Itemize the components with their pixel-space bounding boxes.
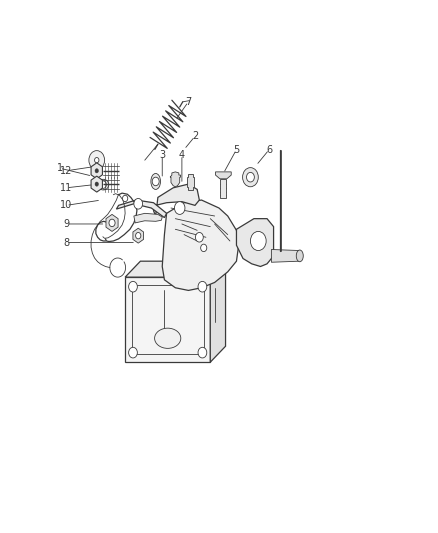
Polygon shape [91, 176, 102, 192]
Polygon shape [210, 261, 226, 362]
Polygon shape [106, 214, 118, 231]
Ellipse shape [151, 173, 160, 189]
Circle shape [195, 232, 203, 242]
Polygon shape [91, 163, 102, 179]
Polygon shape [215, 172, 231, 179]
Circle shape [95, 182, 99, 186]
Circle shape [174, 201, 185, 214]
Ellipse shape [155, 328, 181, 349]
Polygon shape [125, 277, 210, 362]
Circle shape [129, 281, 138, 292]
Polygon shape [272, 249, 300, 262]
Circle shape [247, 172, 254, 182]
Circle shape [89, 151, 105, 169]
Text: 10: 10 [60, 200, 72, 211]
Polygon shape [125, 261, 226, 277]
Circle shape [95, 158, 99, 163]
Text: 9: 9 [63, 219, 69, 229]
Circle shape [109, 219, 115, 227]
Text: 3: 3 [159, 150, 165, 160]
Circle shape [198, 281, 207, 292]
Circle shape [136, 232, 141, 239]
Polygon shape [237, 219, 274, 266]
Text: 2: 2 [192, 131, 198, 141]
Polygon shape [170, 172, 180, 187]
Circle shape [123, 195, 128, 201]
Circle shape [95, 168, 99, 173]
Polygon shape [220, 179, 226, 198]
Polygon shape [187, 174, 194, 190]
Polygon shape [134, 213, 162, 223]
Polygon shape [162, 200, 239, 290]
Polygon shape [133, 228, 144, 243]
Text: 6: 6 [266, 144, 272, 155]
Text: 7: 7 [185, 96, 191, 107]
Circle shape [152, 177, 159, 185]
Circle shape [201, 244, 207, 252]
Text: 1: 1 [57, 163, 63, 173]
Circle shape [243, 167, 258, 187]
Text: 4: 4 [179, 150, 185, 160]
Circle shape [198, 348, 207, 358]
Ellipse shape [296, 250, 303, 262]
Circle shape [134, 198, 143, 209]
Text: 12: 12 [60, 166, 72, 176]
Text: 11: 11 [60, 183, 72, 193]
Text: 5: 5 [233, 144, 240, 155]
Polygon shape [117, 200, 166, 217]
Circle shape [129, 348, 138, 358]
Polygon shape [153, 184, 199, 216]
Text: 8: 8 [63, 238, 69, 247]
Ellipse shape [98, 179, 109, 190]
Circle shape [251, 231, 266, 251]
Circle shape [100, 181, 106, 188]
